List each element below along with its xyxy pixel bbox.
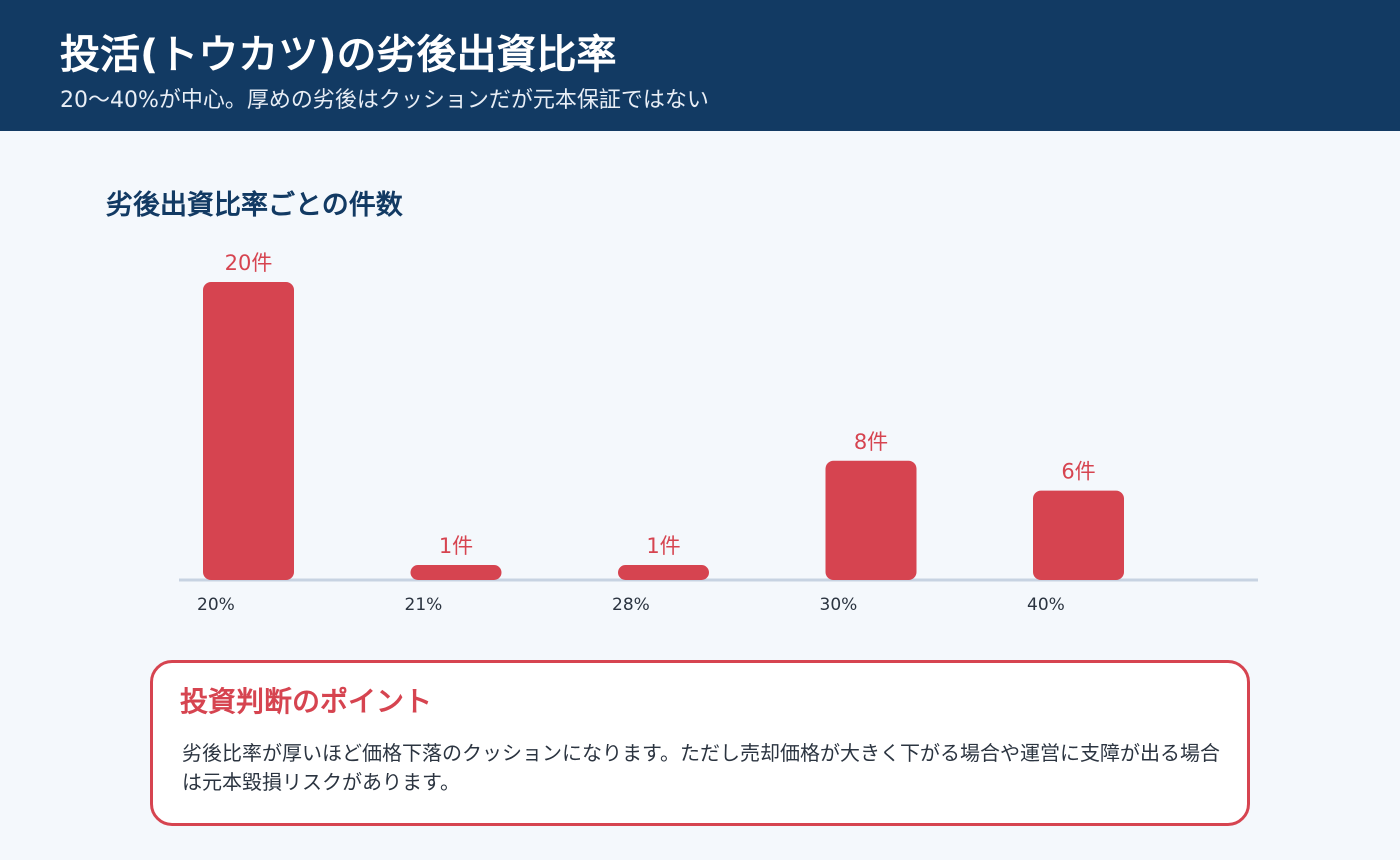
investment-point-callout: 投資判断のポイント 劣後比率が厚いほど価格下落のクッションになります。ただし売却… — [150, 660, 1250, 826]
x-tick-label: 28% — [612, 595, 650, 615]
bar — [1033, 490, 1124, 580]
callout-title: 投資判断のポイント — [180, 685, 433, 718]
bar-data-label: 6件 — [1061, 460, 1095, 484]
page-header: 投活(トウカツ)の劣後出資比率 20〜40%が中心。厚めの劣後はクッションだが元… — [0, 0, 1400, 131]
x-tick-label: 40% — [1027, 595, 1065, 615]
bar-data-label: 1件 — [646, 534, 680, 558]
bar-data-label: 20件 — [225, 251, 273, 275]
bar — [618, 565, 709, 580]
chart-title: 劣後出資比率ごとの件数 — [106, 190, 403, 221]
page-subtitle: 20〜40%が中心。厚めの劣後はクッションだが元本保証ではない — [60, 88, 709, 113]
bar — [203, 282, 294, 580]
x-tick-label: 21% — [405, 595, 443, 615]
page-title: 投活(トウカツ)の劣後出資比率 — [60, 32, 617, 78]
x-tick-label: 30% — [820, 595, 858, 615]
callout-body: 劣後比率が厚いほど価格下落のクッションになります。ただし売却価格が大きく下がる場… — [182, 741, 1220, 794]
bar — [825, 460, 917, 580]
bar-data-label: 1件 — [439, 534, 473, 558]
bar — [410, 565, 502, 580]
bar-data-label: 8件 — [854, 430, 888, 454]
x-tick-label: 20% — [197, 595, 235, 615]
